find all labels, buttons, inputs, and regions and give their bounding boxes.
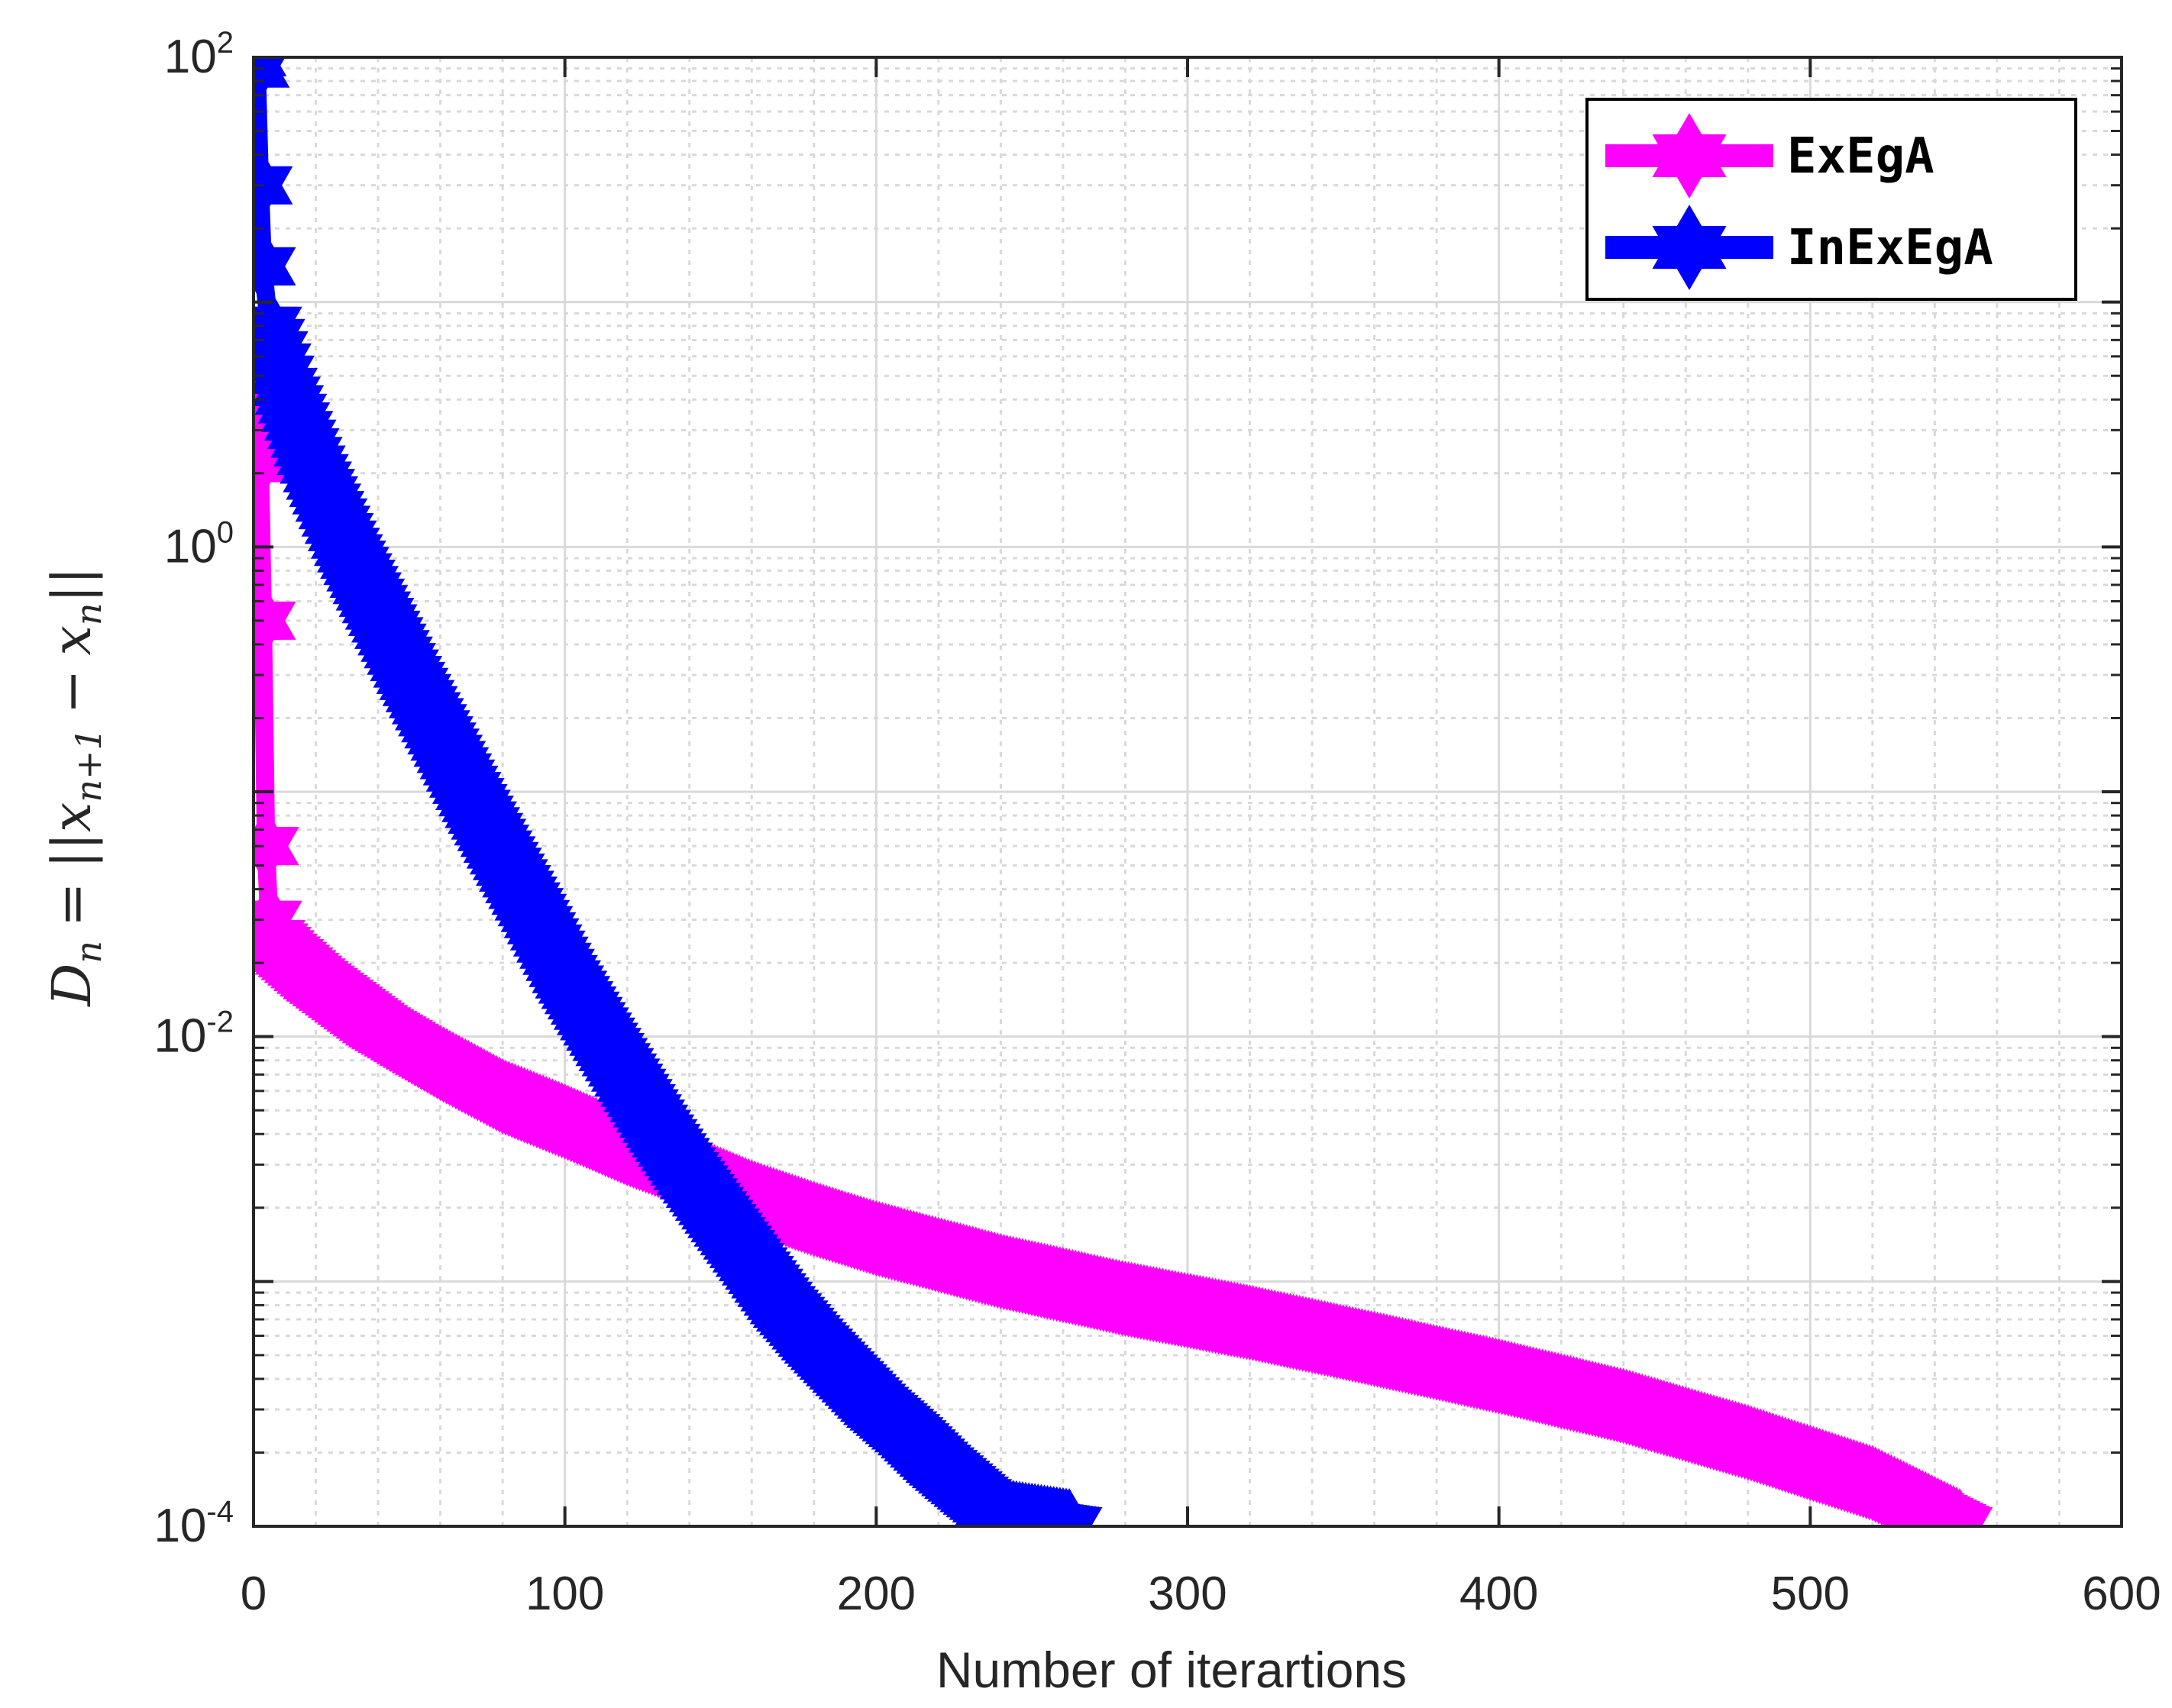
data-point-marker (254, 147, 293, 224)
data-point-marker (254, 808, 299, 885)
x-tick-label: 0 (241, 1568, 267, 1620)
series-layer (254, 57, 1993, 1526)
legend-entries: ExEgA InExEgA (1605, 113, 1993, 290)
y-axis-title-bars-left: || (40, 832, 103, 868)
x-tick-label: 600 (2082, 1568, 2161, 1620)
x-tick-labels: 0 100 200 300 400 500 600 (241, 1568, 2161, 1620)
y-axis-title-sub-n1: n+1 (68, 728, 109, 802)
y-axis-title-lhs: D (40, 964, 103, 1008)
data-point-marker (1926, 1488, 1993, 1526)
y-axis-title-sub-n: n (68, 602, 109, 625)
x-tick-label: 200 (837, 1568, 916, 1620)
series-inexega (254, 57, 1103, 1526)
y-tick-labels: 10-4 10-2 100 102 (154, 26, 234, 1552)
y-tick-label: 102 (164, 26, 234, 83)
y-tick-label: 10-2 (154, 1006, 234, 1063)
y-axis-title-minus: − (40, 670, 103, 715)
x-tick-label: 100 (525, 1568, 604, 1620)
legend-label: ExEgA (1787, 128, 1934, 185)
y-tick-label: 10-4 (154, 1495, 234, 1552)
data-point-marker (1036, 1488, 1103, 1526)
axis-ticks (252, 56, 2123, 1528)
legend-marker-swatch (1652, 113, 1727, 199)
grid-major (254, 57, 2122, 1526)
y-axis-title-x2: x (40, 625, 103, 655)
legend-entry-inexega: InExEgA (1605, 205, 1993, 290)
legend-label: InExEgA (1787, 220, 1993, 276)
legend-entry-exega: ExEgA (1605, 113, 1934, 199)
x-axis-title: Number of iterartions (936, 1642, 1407, 1698)
x-tick-label: 300 (1148, 1568, 1227, 1620)
legend: ExEgA InExEgA (1585, 98, 2077, 301)
y-axis-title-eq: = (40, 882, 103, 927)
legend-marker-swatch (1652, 205, 1727, 290)
y-axis-title-x1: x (40, 802, 103, 832)
y-axis-title-bars-right: || (40, 567, 103, 602)
svg-text:Dn=||xn+1−xn||: Dn=||xn+1−xn|| (40, 567, 109, 1007)
x-tick-label: 400 (1459, 1568, 1538, 1620)
x-tick-label: 500 (1771, 1568, 1850, 1620)
y-axis-title: Dn=||xn+1−xn|| (40, 567, 109, 1007)
y-tick-label: 100 (164, 515, 234, 573)
y-axis-title-lhs-sub: n (68, 941, 109, 964)
